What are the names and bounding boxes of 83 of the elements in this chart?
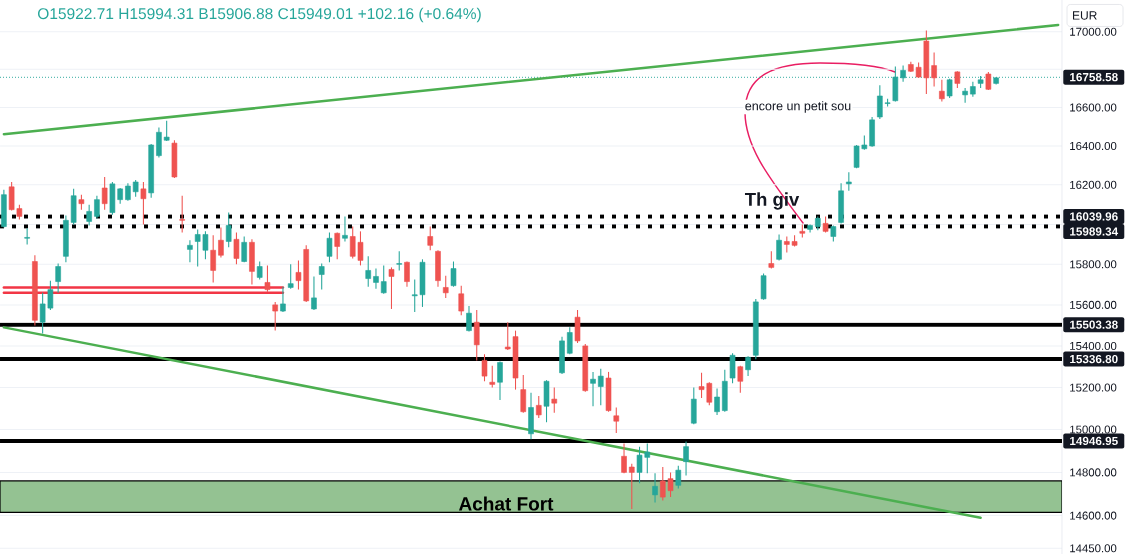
y-tick-label: 17000.00: [1070, 27, 1117, 36]
candlestick: [334, 231, 340, 260]
candlestick: [652, 472, 658, 504]
candlestick: [760, 273, 767, 301]
y-tick-label: 16400.00: [1070, 141, 1117, 150]
candlestick: [939, 79, 945, 103]
ref-line-label: 15989.34: [1070, 227, 1119, 236]
candlestick: [442, 275, 449, 299]
candlestick: [535, 395, 542, 419]
candlestick: [458, 285, 465, 316]
candlestick: [218, 226, 224, 258]
candlestick: [179, 195, 185, 233]
candlestick: [450, 260, 457, 288]
candlestick: [621, 442, 627, 474]
candlestick: [846, 171, 852, 192]
candlestick: [776, 233, 782, 261]
candlestick: [683, 440, 689, 477]
candlestick: [714, 388, 720, 416]
ref-line-label: 16758.58: [1070, 73, 1118, 82]
candlestick: [318, 262, 325, 291]
ref-line-label: 14946.95: [1070, 436, 1118, 446]
y-tick-label: 14800.00: [1070, 468, 1117, 477]
candlestick: [520, 374, 527, 414]
y-tick-label: 15800.00: [1070, 260, 1117, 269]
candlestick: [373, 268, 379, 290]
annotation: encore un petit sou: [745, 101, 851, 113]
candlestick: [342, 215, 348, 243]
candlestick: [187, 239, 193, 263]
y-tick-label: 16600.00: [1070, 103, 1117, 112]
candlestick: [287, 263, 294, 290]
candlestick: [140, 181, 147, 225]
candlestick: [566, 326, 573, 355]
candlestick: [551, 387, 558, 414]
candlestick: [745, 355, 751, 377]
y-tick-label: 16200.00: [1070, 180, 1117, 189]
candlestick: [241, 235, 247, 263]
candlestick: [396, 250, 403, 271]
candlestick: [55, 262, 61, 294]
candlestick: [365, 255, 371, 288]
candlestick: [86, 204, 92, 226]
candlestick: [729, 352, 736, 384]
y-tick-label: 15400.00: [1070, 341, 1117, 350]
candlestick: [210, 234, 216, 284]
ref-line-label: 15336.80: [1070, 354, 1118, 364]
candlestick: [675, 465, 682, 489]
candlestick: [590, 371, 596, 407]
candlestick: [388, 266, 395, 310]
candlestick: [225, 212, 232, 248]
candlestick: [737, 365, 744, 394]
candlestick: [481, 353, 488, 382]
candlestick: [380, 264, 387, 295]
text: EUR: [1073, 11, 1097, 20]
ref-line-label: 15503.38: [1070, 320, 1118, 329]
candlestick: [597, 368, 604, 406]
candlestick: [473, 309, 480, 361]
candlestick: [233, 231, 240, 265]
candlestick: [311, 275, 317, 311]
candlestick: [280, 286, 286, 313]
ref-line-label: 16039.96: [1070, 212, 1118, 221]
candlestick: [497, 360, 503, 401]
candlestick: [326, 231, 333, 263]
candlestick: [931, 51, 937, 88]
candlestick: [629, 463, 635, 510]
candlestick: [101, 176, 108, 211]
y-tick-label: 15200.00: [1070, 383, 1117, 392]
candlestick: [24, 227, 30, 245]
candlestick: [613, 406, 620, 434]
y-tick-label: 15600.00: [1070, 300, 1117, 309]
candlestick: [264, 264, 271, 293]
y-tick-label: 14600.00: [1070, 511, 1117, 520]
y-tick-label: 14450.00: [1070, 544, 1117, 553]
candlestick: [404, 260, 410, 288]
chart-title: O15922.71 H15994.31 B15906.88 C15949.01 +102.16 (+0.64%): [38, 7, 481, 23]
band-label: Achat Fort: [458, 496, 554, 511]
candlestick: [427, 226, 434, 251]
candlestick: [466, 305, 472, 333]
candlestick: [156, 126, 162, 159]
candlestick: [574, 309, 581, 344]
candlestick: [272, 301, 278, 332]
candlestick: [962, 87, 968, 104]
candlestick: [489, 365, 496, 389]
candlestick: [94, 195, 100, 219]
y-tick-label: 15000.00: [1070, 425, 1117, 434]
